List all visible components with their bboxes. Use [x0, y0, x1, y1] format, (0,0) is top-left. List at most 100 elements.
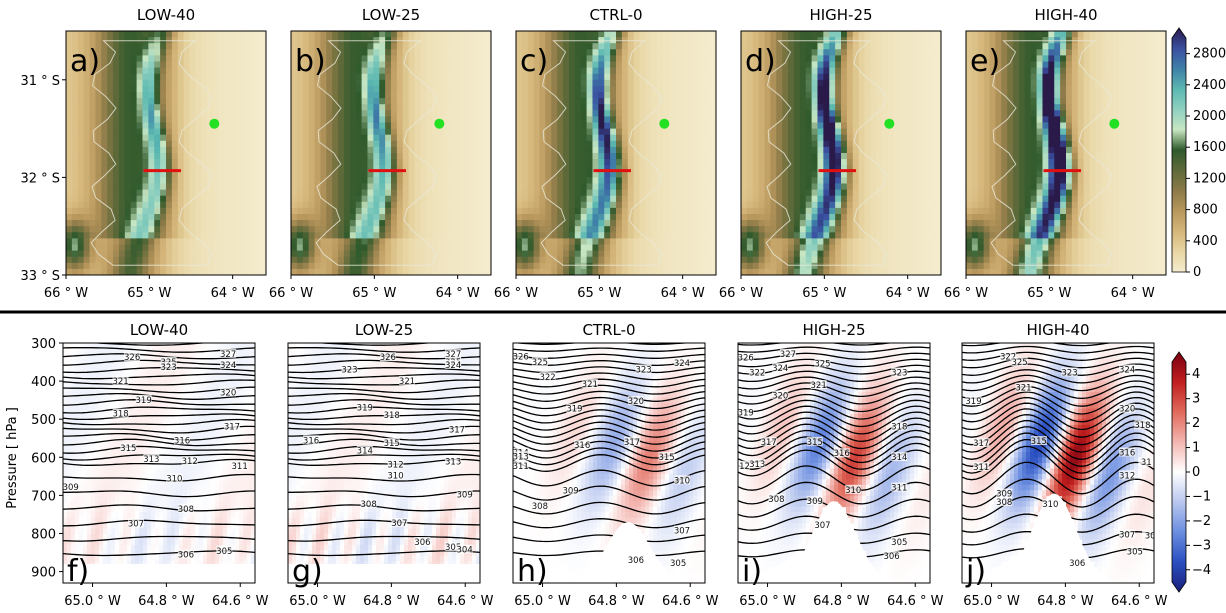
- colorbar-tick-label: 2400: [1193, 78, 1226, 93]
- elevation-field: [516, 31, 716, 275]
- panel-frame: [287, 342, 481, 584]
- colorbar-tick-label: 2: [1192, 416, 1200, 431]
- theta-contour-line: [513, 469, 705, 487]
- contour-label: 316: [1119, 448, 1135, 458]
- contour-label: 304: [457, 546, 473, 556]
- theta-contour-line: [288, 418, 480, 426]
- contour-label: 312: [387, 461, 403, 471]
- theta-contour-line: [63, 413, 255, 421]
- terrain-colorbar-bar: [1171, 27, 1187, 273]
- theta-contour-line: [63, 432, 255, 441]
- y-tick-label: 400: [31, 375, 56, 390]
- cross-section-panel-ctrl-0: 3263253243233223213203193173163153143133…: [512, 321, 719, 609]
- contour-label: 312: [182, 457, 198, 467]
- elevation-field: [291, 31, 491, 275]
- panel-title: LOW-40: [137, 6, 195, 24]
- contour-label: 320: [772, 391, 788, 401]
- x-tick-label: 66 ° W: [944, 286, 988, 301]
- contour-label: 310: [1042, 500, 1058, 510]
- terrain-panel-ctrl-0: CTRL-0 c) 66 ° W 65 ° W 64 ° W: [494, 6, 717, 301]
- contour-label: 325: [1011, 358, 1027, 368]
- theta-contour-line: [288, 453, 480, 461]
- contour-label: 309: [807, 497, 823, 507]
- theta-contour-line: [63, 367, 255, 374]
- theta-contour-line: [63, 438, 255, 447]
- theta-contour-line: [63, 406, 255, 414]
- terrain-mask: [288, 564, 480, 583]
- theta-contour-line: [288, 406, 480, 414]
- contour-label: 313: [749, 460, 765, 470]
- station-marker: [1109, 118, 1120, 129]
- contour-label: 307: [1119, 530, 1135, 540]
- contour-label: 324: [674, 359, 690, 369]
- contour-label: 314: [891, 453, 907, 463]
- panel-title: CTRL-0: [582, 321, 635, 339]
- colorbar-tick-label: 1200: [1193, 171, 1226, 186]
- y-tick-label: 31 ° S: [20, 74, 60, 89]
- contour-label: 321: [811, 381, 827, 391]
- panel-title: LOW-40: [130, 321, 188, 339]
- contour-label: 308: [996, 498, 1012, 508]
- x-tick-label: 65 ° W: [127, 286, 171, 301]
- contour-label: 321: [112, 377, 128, 387]
- pressure-axis-label: Pressure [ hPa ]: [5, 407, 20, 509]
- contour-label: 320: [628, 397, 644, 407]
- theta-contour-line: [288, 386, 480, 394]
- theta-contour-line: [738, 382, 930, 398]
- theta-contour-line: [962, 357, 1154, 369]
- x-tick-label: 64.6 ° W: [887, 594, 944, 609]
- colorbar-tick-label: −3: [1192, 538, 1211, 553]
- height-contour: [90, 40, 213, 266]
- colorbar-tick-label: 3: [1192, 392, 1200, 407]
- contour-label: 305: [445, 543, 461, 553]
- theta-contour-line: [513, 518, 705, 529]
- theta-contour-line: [513, 427, 705, 445]
- contour-label: 321: [582, 380, 598, 390]
- contour-label: 319: [965, 397, 981, 407]
- colorbar-tick-label: −2: [1192, 514, 1211, 529]
- contour-label: 318: [112, 410, 128, 420]
- theta-contour-line: [738, 343, 895, 346]
- contour-label: 313: [513, 452, 529, 462]
- anomaly-colorbar-bar: [1171, 351, 1187, 593]
- x-tick-label: 66 ° W: [269, 286, 313, 301]
- panel-label: h): [517, 554, 548, 589]
- theta-contour-line: [513, 421, 705, 438]
- theta-contour-line: [513, 415, 705, 431]
- height-contour: [315, 40, 438, 266]
- theta-contour-line: [288, 367, 480, 374]
- theta-contour-line: [513, 402, 705, 417]
- x-tick-label: 65 ° W: [802, 286, 846, 301]
- anomaly-field: 3263253243233223213203193173163153143133…: [513, 343, 705, 583]
- contour-label: 309: [562, 487, 578, 497]
- contour-label: 322: [1000, 352, 1016, 362]
- contour-label: 310: [845, 486, 861, 496]
- contour-label: 306: [414, 538, 430, 548]
- theta-contour-line: [962, 420, 1154, 453]
- panel-label: c): [520, 44, 548, 79]
- contour-label: 323: [341, 365, 357, 375]
- theta-contour-line: [63, 392, 255, 400]
- contour-label: 312: [734, 462, 750, 472]
- theta-contour-line: [513, 454, 705, 472]
- contour-label: 31: [1141, 458, 1152, 468]
- anomaly-field: 3263273253243233213203193183173163153133…: [63, 343, 255, 583]
- theta-contour-line: [63, 490, 255, 498]
- theta-contour-line: [738, 465, 930, 491]
- theta-contour-line: [513, 501, 705, 515]
- contour-label: 318: [1134, 421, 1150, 431]
- cross-section-panel-low-40: 3263273253243233213203193183173163153133…: [31, 321, 268, 609]
- x-tick-label: 65.0 ° W: [739, 594, 796, 609]
- panel-frame: [62, 342, 256, 584]
- theta-contour-line: [63, 425, 255, 434]
- x-tick-label: 65.0 ° W: [289, 594, 346, 609]
- colorbar-tick-label: 1600: [1193, 140, 1226, 155]
- colorbar-tick-label: 2800: [1193, 47, 1226, 62]
- contour-label: 321: [399, 377, 415, 387]
- contour-label: 320: [1119, 405, 1135, 415]
- theta-contour-line: [738, 388, 930, 405]
- theta-contour-line: [288, 379, 480, 386]
- x-tick-label: 64.8 ° W: [138, 594, 195, 609]
- x-tick-label: 65.0 ° W: [514, 594, 571, 609]
- contour-label: 324: [220, 361, 236, 371]
